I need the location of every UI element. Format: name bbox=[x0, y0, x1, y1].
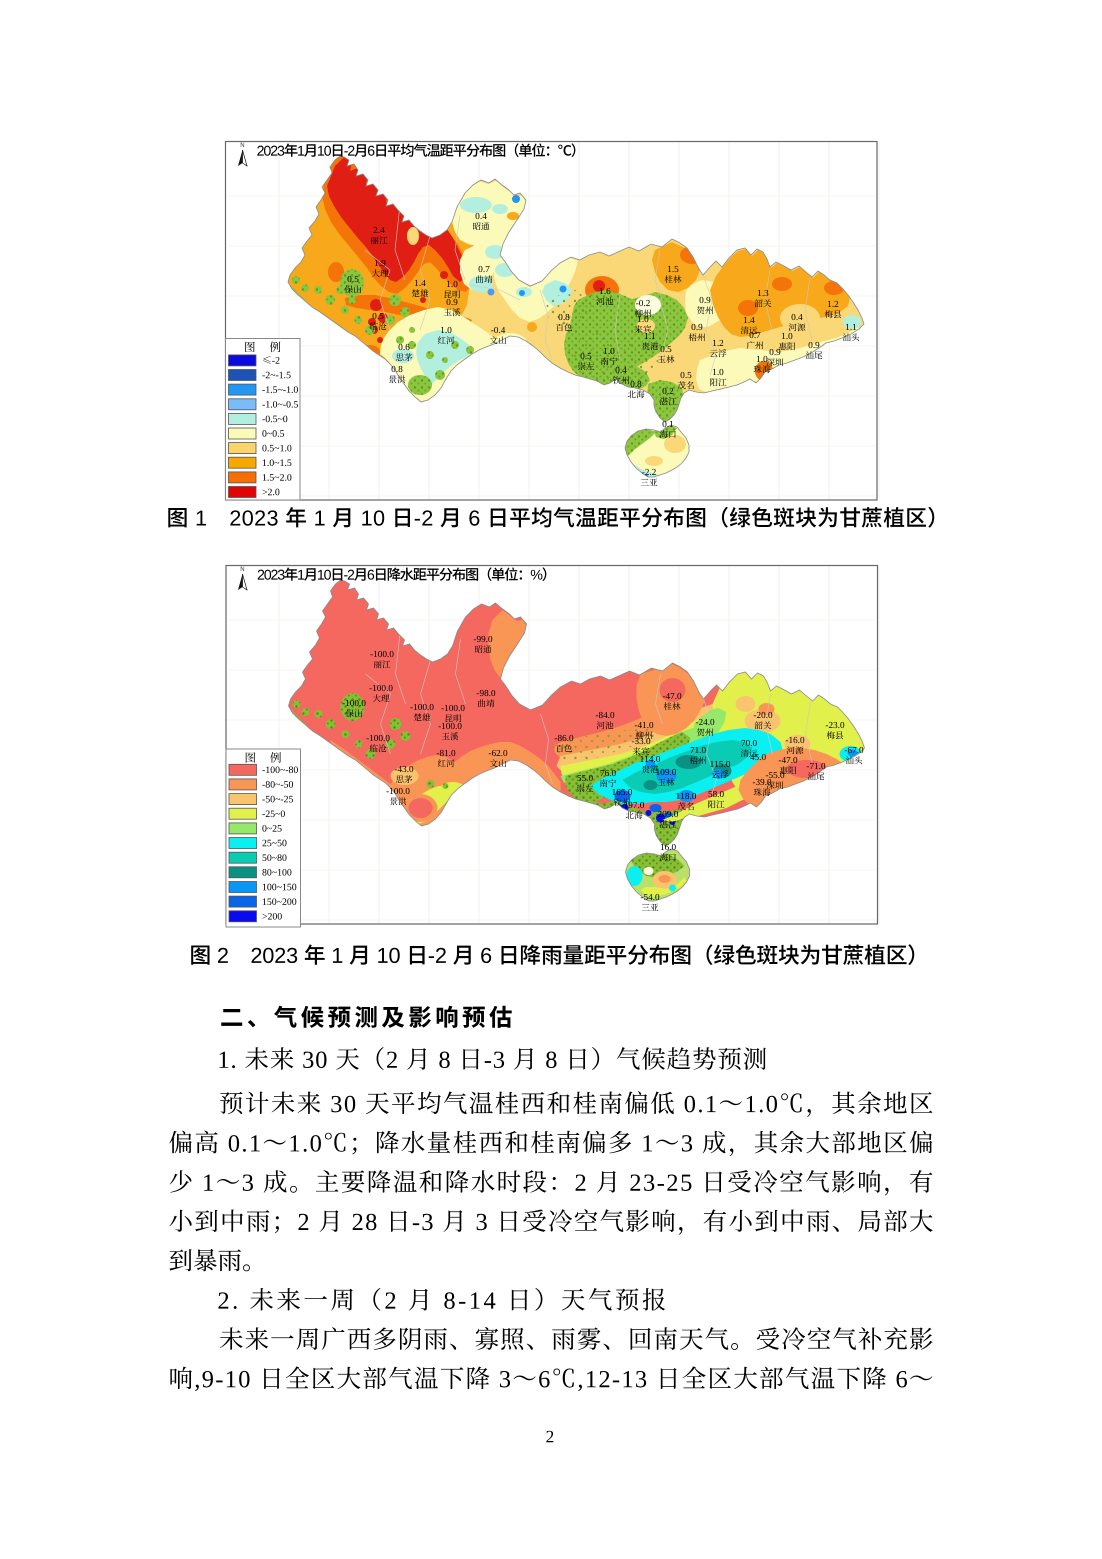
svg-text:N: N bbox=[240, 567, 244, 573]
svg-text:N: N bbox=[240, 143, 244, 149]
